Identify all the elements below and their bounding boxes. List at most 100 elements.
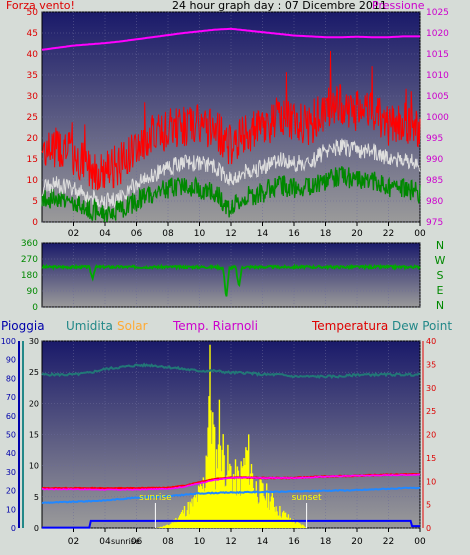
solar-bar — [276, 511, 278, 528]
wind-x-tick-label: 08 — [162, 229, 174, 239]
solar-bar — [170, 523, 172, 528]
solar-bar — [195, 497, 197, 528]
solar-bar — [266, 483, 268, 528]
solar-bar — [166, 524, 169, 528]
wind-tick-label: 20 — [27, 134, 39, 144]
wind-x-tick-label: 18 — [320, 229, 332, 239]
wind-x-tick-label: 14 — [257, 229, 269, 239]
legend-dew-point: Dew Point — [392, 319, 453, 333]
solar-bar — [289, 517, 291, 528]
solar-bar — [230, 466, 232, 528]
compass-label: N — [436, 239, 444, 252]
solar-bar — [216, 468, 219, 528]
solar-bar — [253, 491, 256, 528]
wind-x-tick-label: 16 — [288, 229, 300, 239]
solar-bar — [222, 434, 224, 528]
wind-tick-label: 15 — [27, 155, 38, 165]
temp-x-tick-label: 08 — [162, 537, 174, 547]
solar-bar — [269, 501, 272, 528]
solar-bar — [184, 516, 187, 528]
solar-bar — [214, 489, 217, 528]
solar-bar — [197, 485, 200, 528]
sunrise-axis-label: sunrise — [111, 537, 140, 546]
solar-bar — [185, 515, 187, 528]
graph-title: 24 hour graph day : 07 Dicembre 2011 — [172, 0, 387, 12]
pioggia-tick-label: 20 — [6, 487, 16, 496]
solar-bar — [227, 444, 229, 528]
solar-bar — [194, 495, 196, 528]
solar-bar — [229, 463, 231, 528]
wind-x-tick-label: 12 — [225, 229, 236, 239]
temp-x-tick-label: 04 — [99, 537, 111, 547]
temp-x-tick-label: 22 — [383, 537, 394, 547]
solar-bar — [264, 498, 266, 528]
solar-bar — [159, 527, 161, 528]
sunset-label: sunset — [292, 493, 322, 503]
solar-bar — [255, 481, 257, 528]
compass-label: E — [437, 284, 444, 297]
direction-series — [41, 263, 421, 297]
solar-bar — [261, 482, 263, 528]
solar-tick-label: 10 — [29, 462, 39, 471]
solar-bar — [183, 506, 186, 528]
solar-bar — [177, 519, 179, 528]
solar-bar — [231, 493, 234, 528]
compass-label: S — [437, 269, 444, 282]
solar-bar — [219, 445, 222, 528]
solar-bar — [192, 506, 194, 528]
solar-bar — [271, 491, 273, 528]
solar-bar — [209, 344, 211, 528]
solar-bar — [288, 519, 290, 528]
solar-bar — [304, 527, 307, 528]
pressure-tick-label: 995 — [426, 134, 443, 144]
solar-bar — [235, 495, 238, 528]
temp-x-tick-label: 10 — [194, 537, 206, 547]
solar-bar — [240, 461, 242, 528]
solar-bar — [208, 396, 210, 528]
direction-tick-label: 270 — [21, 255, 38, 265]
solar-tick-label: 5 — [34, 493, 39, 502]
solar-bar — [215, 449, 218, 528]
solar-bar — [258, 502, 260, 528]
pioggia-series — [42, 519, 420, 529]
wind-tick-label: 40 — [27, 50, 39, 60]
pioggia-tick-label: 50 — [6, 431, 16, 440]
pioggia-tick-label: 60 — [6, 412, 16, 421]
solar-bar — [296, 521, 298, 528]
solar-bar — [295, 523, 297, 528]
solar-bar — [302, 525, 305, 528]
pioggia-tick-label: 80 — [6, 374, 16, 383]
legend-temperatura: Temperatura — [312, 319, 389, 333]
temp-x-tick-label: 14 — [257, 537, 269, 547]
solar-bar — [257, 503, 259, 528]
solar-bar — [211, 443, 213, 528]
pressure-tick-label: 1025 — [426, 8, 449, 18]
temp-x-tick-label: 20 — [351, 537, 363, 547]
solar-bar — [221, 449, 223, 528]
pressure-tick-label: 980 — [426, 197, 443, 207]
solar-bar — [189, 501, 191, 528]
solar-bar — [213, 424, 215, 528]
solar-bar — [171, 522, 173, 528]
temp-x-tick-label: 18 — [320, 537, 332, 547]
solar-bar — [270, 496, 273, 528]
solar-bar — [267, 490, 270, 528]
solar-bar — [161, 527, 163, 528]
umidita-series — [41, 362, 421, 380]
solar-bar — [196, 494, 198, 528]
solar-bar — [190, 503, 192, 528]
temp-x-tick-label: 16 — [288, 537, 300, 547]
pressure-series — [41, 27, 420, 51]
pressure-label: Pressione — [372, 0, 425, 12]
solar-tick-label: 0 — [34, 524, 39, 533]
solar-bar — [256, 496, 258, 528]
solar-bar — [280, 516, 282, 528]
solar-bar — [274, 511, 276, 528]
temperature-tick-label: 0 — [426, 524, 431, 533]
pressure-tick-label: 975 — [426, 218, 443, 228]
solar-bar — [174, 522, 176, 528]
solar-bar — [176, 522, 178, 528]
wind-tick-label: 10 — [27, 176, 39, 186]
pressure-tick-label: 1005 — [426, 92, 449, 102]
